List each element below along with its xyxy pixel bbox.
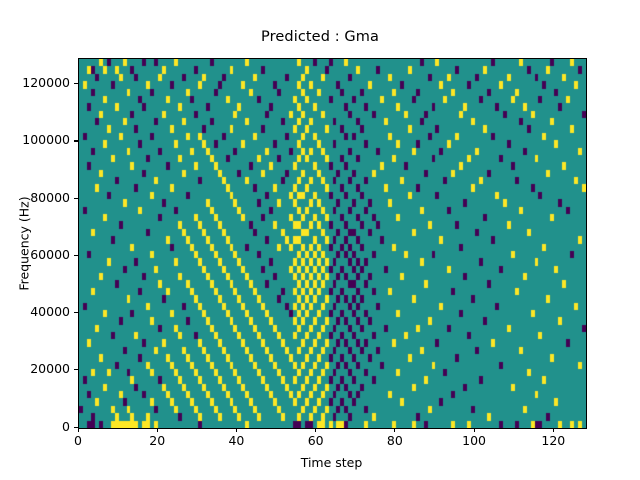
x-tick-mark [315, 428, 317, 432]
y-tick-mark [74, 369, 78, 371]
x-tick-mark [156, 428, 158, 432]
x-tick-label: 100 [462, 433, 487, 448]
y-tick-label: 60000 [30, 246, 70, 262]
x-tick-label: 60 [307, 433, 324, 448]
y-tick-label: 120000 [22, 75, 70, 91]
y-tick-mark [74, 312, 78, 314]
y-tick-label: 40000 [30, 304, 70, 320]
heatmap-canvas[interactable] [79, 59, 586, 428]
x-axis-label: Time step [300, 455, 363, 470]
chart-title: Predicted : Gma [261, 29, 379, 45]
y-tick-mark [74, 140, 78, 142]
y-tick-label: 100000 [22, 132, 70, 148]
y-axis-label: Frequency (Hz) [16, 196, 32, 291]
y-tick-mark [74, 197, 78, 199]
y-tick-mark [74, 254, 78, 256]
x-tick-label: 80 [386, 433, 403, 448]
x-tick-mark [552, 428, 554, 432]
x-tick-mark [235, 428, 238, 432]
y-tick-mark [74, 83, 78, 85]
heatmap-plot-area[interactable] [78, 58, 587, 429]
x-tick-mark [394, 428, 396, 432]
x-tick-label: 20 [149, 433, 166, 448]
x-tick-mark [473, 428, 475, 432]
y-tick-mark [74, 426, 78, 428]
x-tick-label: 120 [541, 433, 566, 448]
y-tick-label: 0 [62, 418, 70, 434]
y-tick-label: 20000 [30, 361, 70, 377]
x-tick-mark [77, 428, 79, 432]
y-tick-label: 80000 [30, 189, 70, 205]
x-tick-label: 40 [228, 433, 245, 448]
x-tick-label: 0 [74, 433, 82, 448]
